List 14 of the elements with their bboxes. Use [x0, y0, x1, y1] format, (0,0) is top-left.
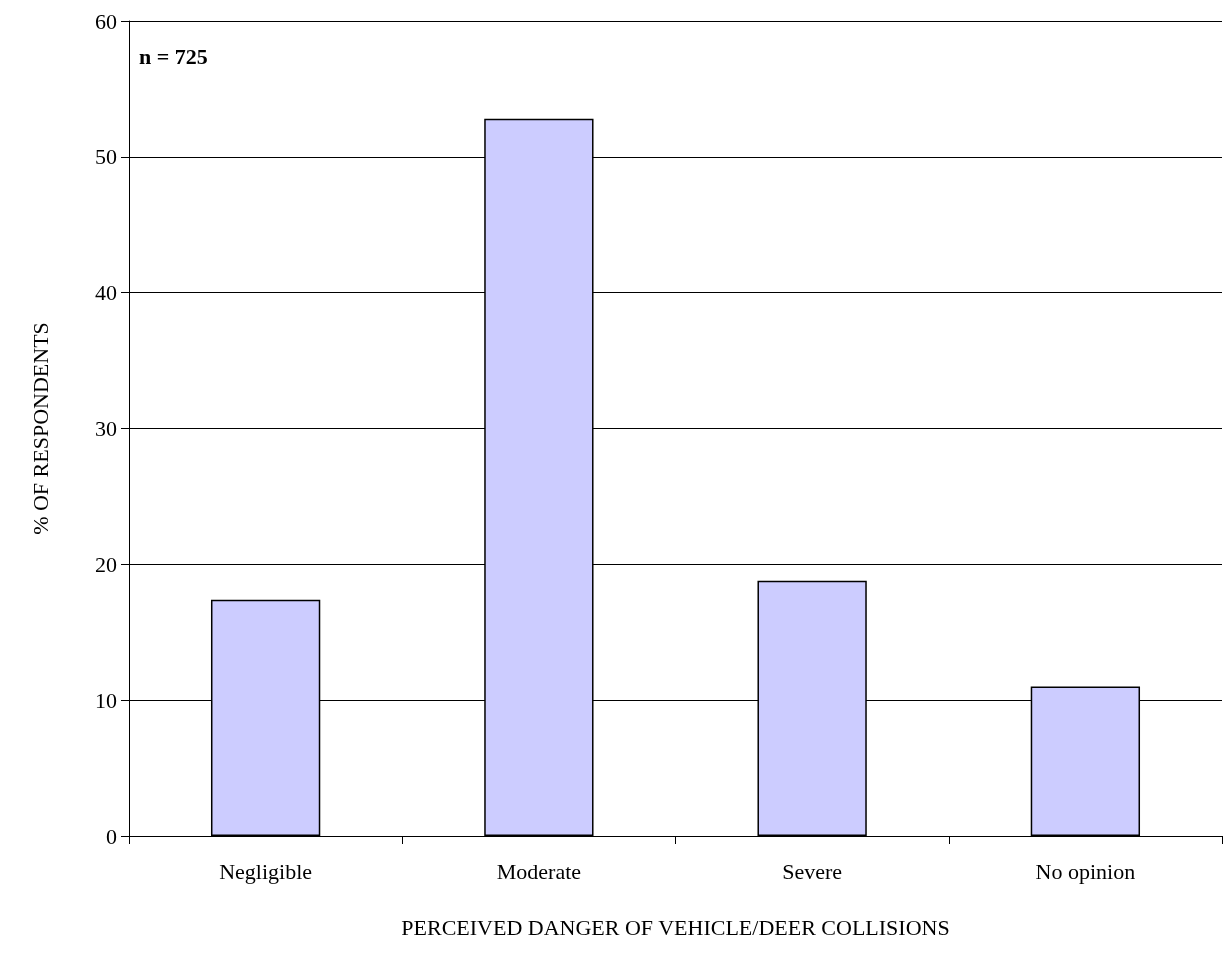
x-tick-label: Negligible: [219, 858, 313, 884]
x-tick-label: No opinion: [1035, 858, 1136, 884]
x-tick-label: Severe: [782, 858, 843, 884]
y-tick-label: 20: [95, 551, 117, 577]
x-axis-title: PERCEIVED DANGER OF VEHICLE/DEER COLLISIONS: [401, 914, 950, 940]
y-tick-label: 60: [95, 8, 117, 34]
annotation: n = 725: [139, 43, 208, 69]
y-tick-label: 30: [95, 416, 117, 441]
y-tick-label: 10: [95, 687, 117, 713]
y-axis-title: % OF RESPONDENTS: [27, 322, 53, 535]
y-tick-label: 0: [106, 823, 117, 849]
y-tick-label: 40: [95, 280, 117, 306]
y-tick-label: 50: [95, 144, 117, 170]
x-tick-label: Moderate: [496, 858, 582, 884]
